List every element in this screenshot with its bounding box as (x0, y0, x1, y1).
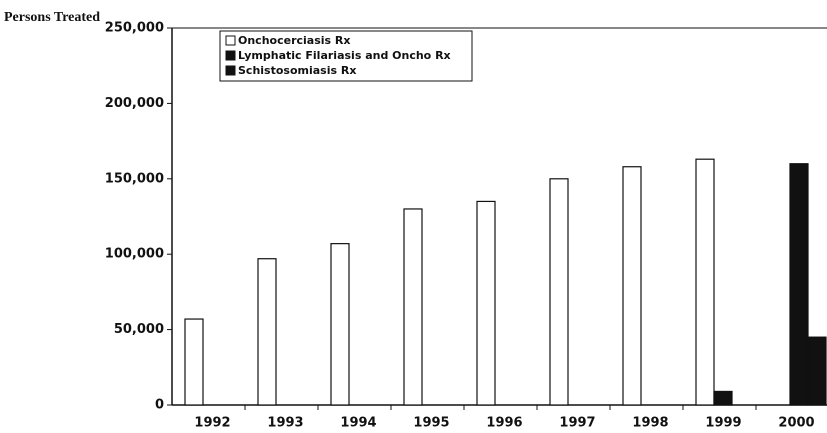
bar (789, 163, 809, 406)
legend-box (219, 30, 473, 82)
x-tick-label: 1996 (486, 416, 522, 431)
legend-swatch (225, 65, 236, 76)
y-tick-label: 150,000 (105, 171, 164, 186)
y-tick-label: 100,000 (105, 247, 164, 262)
y-tick-label: 50,000 (114, 322, 164, 337)
x-tick-label: 1998 (632, 416, 668, 431)
bar (257, 258, 277, 406)
bar (330, 243, 350, 406)
bar (713, 390, 733, 406)
bar (549, 178, 569, 406)
bar (695, 158, 715, 406)
x-tick-label: 1994 (340, 416, 376, 431)
x-tick-label: 1997 (559, 416, 595, 431)
y-tick-label: 0 (155, 398, 164, 413)
x-tick-label: 1992 (194, 416, 230, 431)
bar (476, 200, 496, 406)
legend-label: Schistosomiasis Rx (238, 64, 356, 77)
x-tick-label: 2000 (778, 416, 814, 431)
legend-label: Onchocerciasis Rx (238, 34, 350, 47)
y-tick-label: 200,000 (105, 96, 164, 111)
x-tick-label: 1995 (413, 416, 449, 431)
bar (184, 318, 204, 406)
y-axis-label: Persons Treated (4, 10, 100, 25)
y-tick-label: 250,000 (105, 21, 164, 36)
bar (807, 336, 827, 406)
bar (622, 166, 642, 406)
x-tick-label: 1999 (705, 416, 741, 431)
legend-swatch (225, 50, 236, 61)
bar (403, 208, 423, 406)
legend-label: Lymphatic Filariasis and Oncho Rx (238, 49, 451, 62)
legend-swatch (225, 35, 236, 46)
x-tick-label: 1993 (267, 416, 303, 431)
